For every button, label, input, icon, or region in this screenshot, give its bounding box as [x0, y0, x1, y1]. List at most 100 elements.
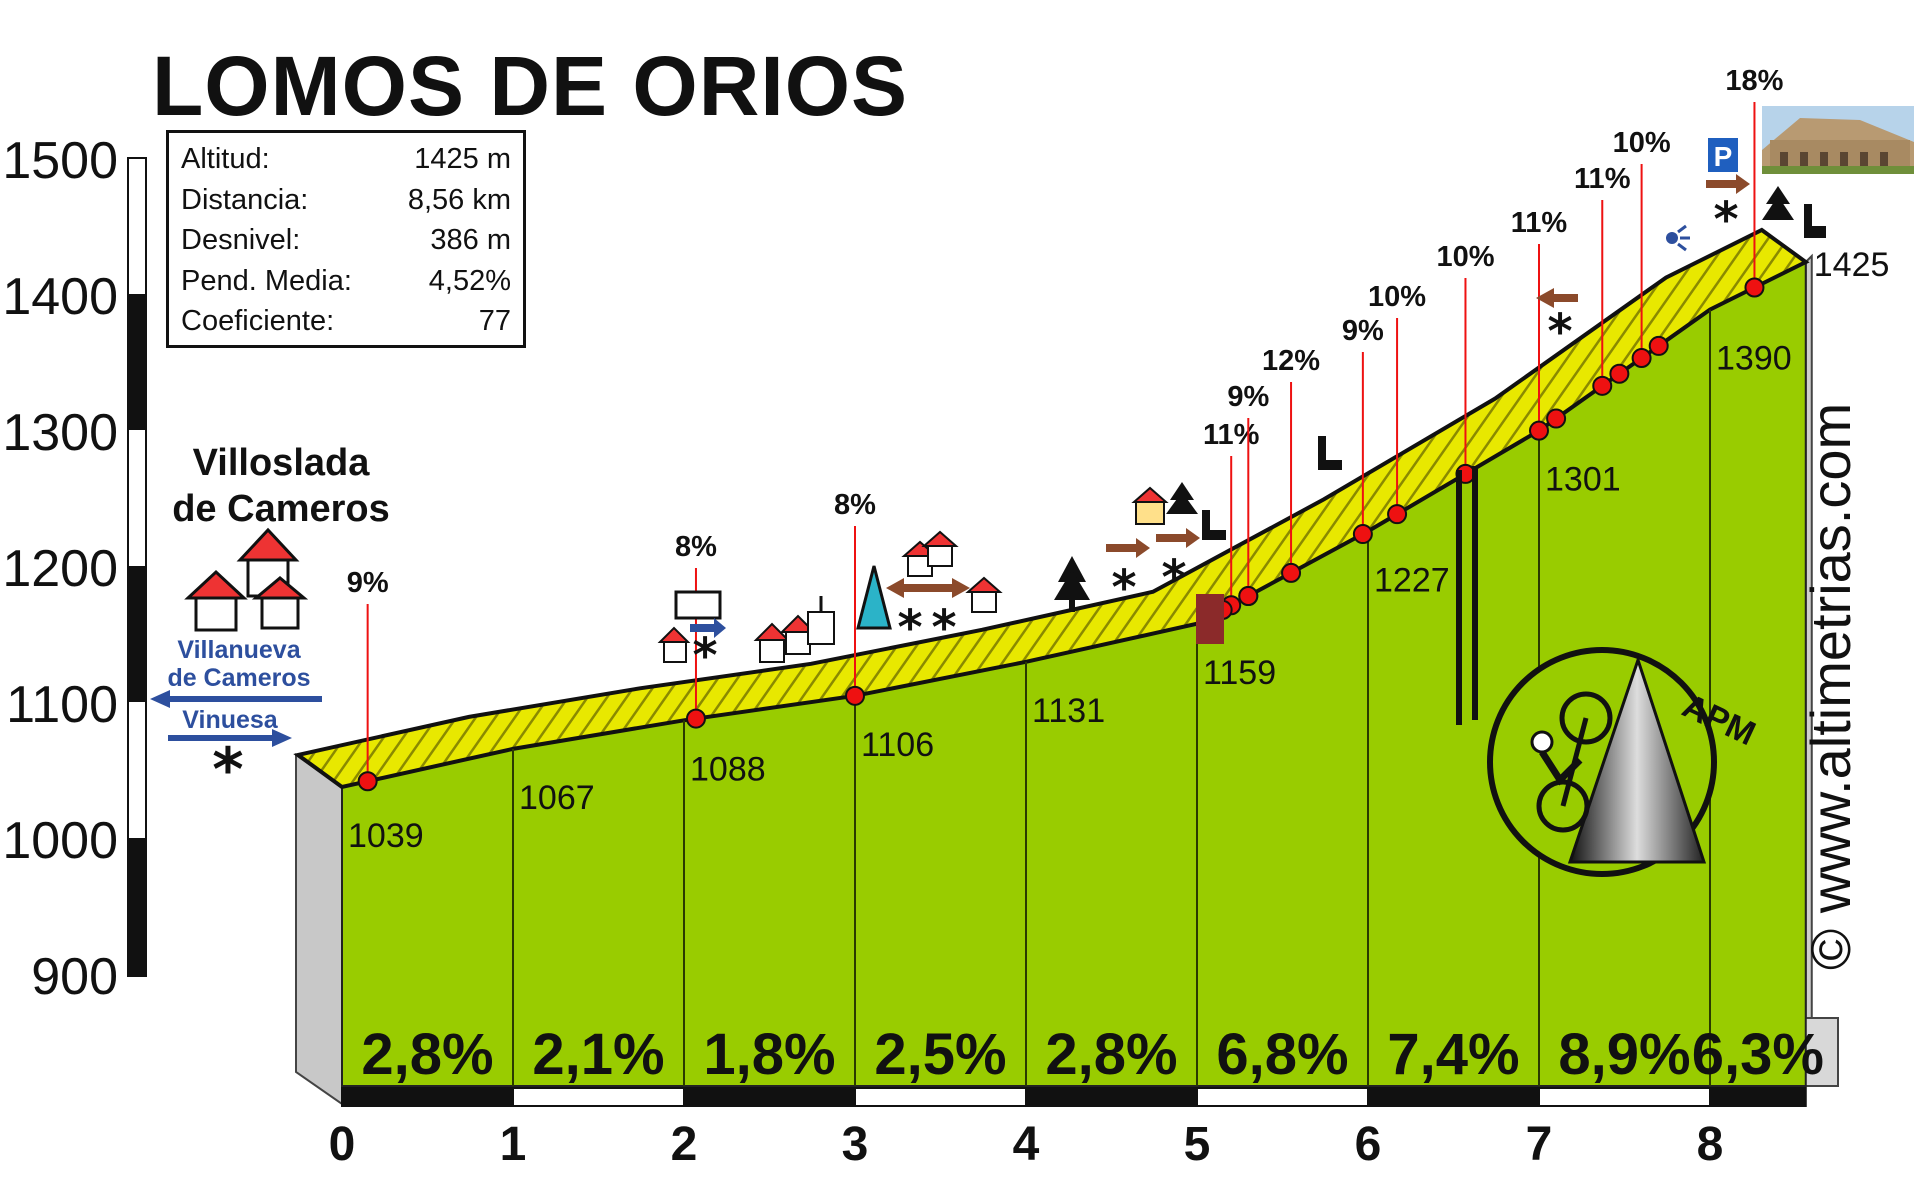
parking-icon: P *	[1706, 138, 1750, 248]
town-line-1: Villoslada	[192, 442, 370, 484]
power-lines	[1456, 466, 1478, 725]
km-elevation-label: 1301	[1545, 461, 1621, 499]
y-tick-label: 1200	[2, 540, 118, 598]
segment-gradient-label: 6,3%	[1692, 1022, 1824, 1087]
altitude-scale-bar	[127, 157, 147, 977]
town-houses-icon	[184, 527, 309, 632]
max-gradient-label: 11%	[1203, 419, 1260, 451]
km-elevation-label: 1106	[861, 726, 934, 764]
road-west-line-1: Villanueva	[177, 636, 301, 664]
max-gradient-label: 12%	[1262, 345, 1320, 377]
km-elevation-label: 1227	[1374, 561, 1450, 599]
gradient-marker-dot	[1529, 420, 1549, 441]
info-row-altitude: Altitud: 1425 m	[181, 139, 511, 180]
km-elevation-labels: 1039 1067 1088 1106 1131 1159 1227 1301 1390 1425	[348, 246, 1889, 855]
km-elevation-label: 1131	[1032, 692, 1105, 730]
segment-gradient-label: 7,4%	[1387, 1022, 1519, 1087]
gradient-marker-dot	[845, 685, 865, 706]
svg-text:P: P	[1714, 141, 1733, 172]
page-title: LOMOS DE ORIOS	[152, 39, 909, 133]
gradient-marker-dot	[1281, 562, 1302, 583]
watermark: © www.altimetrias.com	[1799, 402, 1862, 970]
gradient-marker-dot	[1609, 363, 1630, 384]
svg-text:*: *	[1111, 560, 1136, 616]
max-gradient-label: 10%	[1436, 241, 1494, 273]
junction-marker	[1196, 594, 1224, 644]
info-row-elevation-gain: Desnivel: 386 m	[181, 220, 511, 261]
gradient-marker-dot	[357, 771, 378, 792]
km-elevation-label: 1425	[1814, 246, 1890, 284]
gradient-marker-dot	[1352, 524, 1373, 545]
segment-gradient-label: 2,5%	[874, 1022, 1006, 1087]
segment-gradient-labels: 2,8% 2,1% 1,8% 2,5% 2,8% 6,8% 7,4% 8,9% 6,3%	[361, 1022, 1824, 1087]
km-elevation-label: 1088	[690, 750, 766, 788]
info-value: 8,56 km	[407, 183, 511, 216]
svg-text:*: *	[692, 628, 717, 684]
info-value: 1425 m	[414, 143, 511, 175]
info-value: 386 m	[430, 224, 511, 256]
segment-gradient-label: 1,8%	[703, 1022, 835, 1087]
gradient-marker-dot	[1631, 348, 1652, 369]
km-elevation-label: 1067	[519, 779, 595, 817]
info-value: 4,52%	[428, 264, 511, 297]
x-tick-label: 8	[1697, 1118, 1724, 1171]
y-tick-label: 1000	[2, 812, 118, 870]
distance-bar-segment	[1025, 1087, 1198, 1107]
segment-gradient-label: 2,1%	[532, 1022, 664, 1087]
distance-bar-segment	[1709, 1087, 1807, 1107]
apm-logo: APM	[1487, 647, 1761, 877]
max-gradient-label: 8%	[675, 531, 717, 563]
info-row-distance: Distancia: 8,56 km	[181, 180, 511, 221]
max-gradient-label: 8%	[834, 489, 876, 521]
y-tick-label: 1500	[2, 132, 118, 190]
summit-icons	[1762, 186, 1826, 238]
x-tick-label: 2	[671, 1118, 698, 1171]
distance-bar-segment	[512, 1087, 685, 1107]
x-tick-label: 3	[842, 1118, 869, 1171]
x-tick-label: 7	[1526, 1118, 1553, 1171]
max-gradient-label: 10%	[1613, 127, 1671, 159]
village-church-icon	[753, 596, 835, 663]
gradient-marker-dot	[1648, 335, 1669, 356]
max-gradient-label: 11%	[1574, 163, 1631, 195]
gradient-marker-dot	[1592, 375, 1613, 396]
max-gradient-label: 10%	[1368, 281, 1426, 313]
y-tick-label: 900	[31, 948, 118, 1006]
gradient-marker-dot	[1238, 586, 1259, 607]
gradient-marker-dot	[1387, 504, 1408, 525]
distance-bar-segment	[341, 1087, 514, 1107]
road-west-label: Villanueva de Cameros	[156, 636, 322, 692]
max-gradient-label: 18%	[1725, 65, 1783, 97]
km-elevation-label: 1039	[348, 817, 424, 855]
houses-km2-icon: *	[657, 590, 726, 684]
distance-bar-segment	[1538, 1087, 1711, 1107]
segment-gradient-label: 2,8%	[1045, 1022, 1177, 1087]
km-dividers	[512, 309, 1711, 1086]
svg-text:*: *	[1713, 192, 1738, 248]
info-value: 77	[478, 305, 511, 337]
profile-3d-walls	[295, 253, 1839, 1106]
x-tick-label: 6	[1355, 1118, 1382, 1171]
upper-arrow-icon: *	[1536, 288, 1578, 360]
distance-bar-segment	[1367, 1087, 1540, 1107]
fountain-icon	[1318, 436, 1342, 470]
hermitage-photo	[1762, 106, 1914, 174]
svg-text:*: *	[1547, 304, 1572, 360]
svg-text:*: *	[1161, 550, 1186, 606]
x-tick-label: 4	[1013, 1118, 1040, 1171]
town-line-2: de Cameros	[172, 488, 390, 530]
info-row-average-gradient: Pend. Media: 4,52%	[181, 261, 511, 302]
rest-area-icons: * *	[1106, 482, 1226, 616]
gradient-markers: 9%8%8%11%9%12%9%10%10%11%11%10%18%	[347, 65, 1784, 792]
svg-text:*: *	[931, 600, 956, 656]
road-west-line-2: de Cameros	[167, 664, 311, 692]
info-label: Altitud:	[181, 143, 270, 175]
y-axis-ticks: 900 1000 1100 1200 1300 1400 1500	[2, 132, 118, 1006]
x-tick-label: 1	[500, 1118, 527, 1171]
distance-bar-segment	[854, 1087, 1027, 1107]
y-tick-label: 1100	[6, 676, 118, 734]
x-axis-ticks: 0 1 2 3 4 5 6 7 8	[329, 1118, 1724, 1171]
segment-gradient-label: 2,8%	[361, 1022, 493, 1087]
segment-gradient-label: 6,8%	[1216, 1022, 1348, 1087]
gradient-marker-dot	[1744, 277, 1765, 298]
